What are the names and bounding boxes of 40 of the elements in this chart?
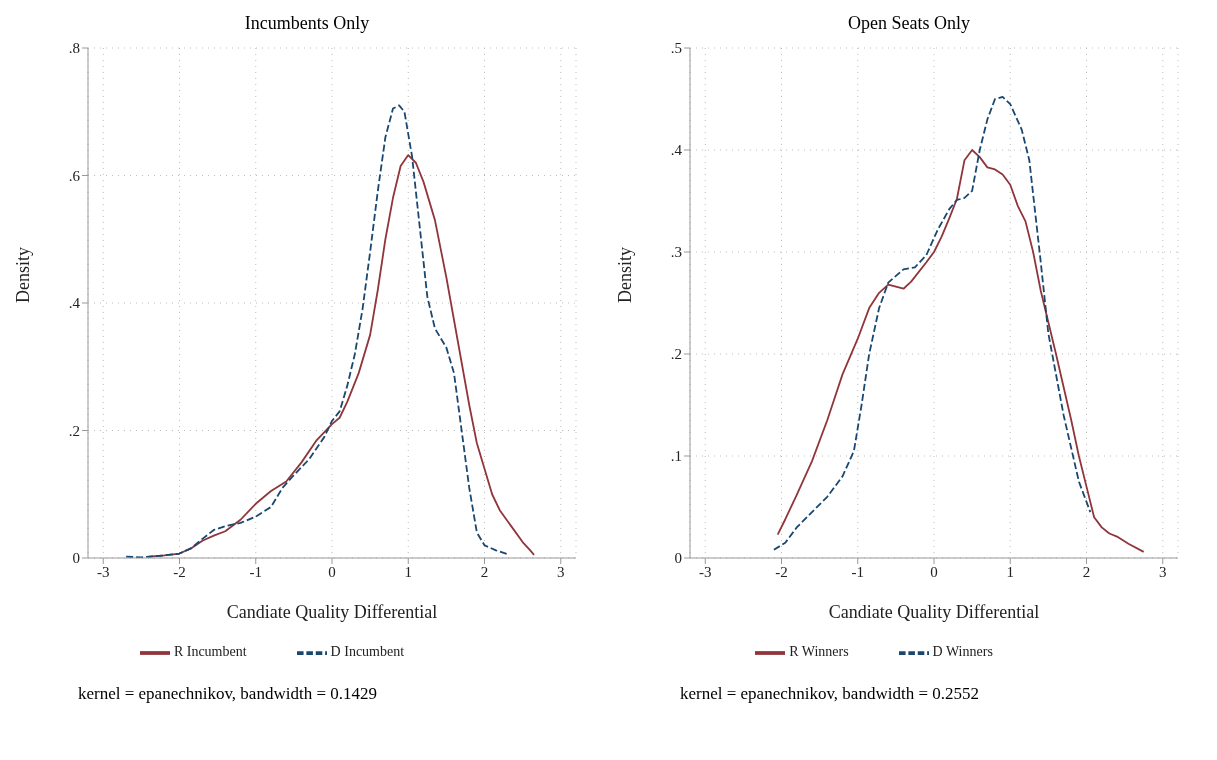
x-tick-label: -2 [173,563,186,580]
chart-title: Incumbents Only [243,12,371,35]
x-tick-label: -3 [97,563,110,580]
y-tick-label: .6 [68,167,81,184]
y-tick-label: .4 [670,142,683,159]
y-tick-label: .4 [68,295,81,312]
x-tick-label: 3 [1159,563,1167,580]
legend-label: D Winners [932,644,993,660]
text: kernel = epanechnikov, bandwidth = 0.2552 [679,684,980,704]
x-tick-label: -3 [699,563,712,580]
y-tick-label: .8 [68,40,80,57]
line-series [776,149,1145,553]
legend-label: R Incumbent [173,644,247,660]
x-tick-label: 2 [480,563,489,580]
y-tick-label: .2 [68,422,80,439]
legend-label: D Incumbent [330,644,405,660]
x-tick-label: 1 [1006,563,1014,580]
y-axis-title: Density [13,247,34,303]
x-tick-label: -1 [851,563,864,580]
line-series [772,96,1092,551]
y-tick-label: 0 [72,550,80,567]
y-tick-label: 0 [674,550,682,567]
text: kernel = epanechnikov, bandwidth = 0.1429 [77,684,378,704]
y-tick-label: .2 [670,346,682,363]
x-tick-label: 3 [557,563,565,580]
x-tick-label: 0 [328,563,336,580]
x-axis-title: Candiate Quality Differential [226,602,438,622]
legend-label: R Winners [789,644,849,660]
y-axis-title: Density [615,247,636,303]
x-tick-label: -1 [249,563,262,580]
x-tick-label: 1 [404,563,412,580]
x-axis-title: Candiate Quality Differential [828,602,1040,622]
line-series [125,104,509,558]
x-tick-label: 2 [1082,563,1091,580]
x-tick-label: -2 [775,563,788,580]
y-tick-label: .1 [670,448,682,465]
chart-title: Open Seats Only [847,12,971,35]
y-tick-label: .5 [670,40,682,57]
y-tick-label: .3 [670,244,682,261]
x-tick-label: 0 [930,563,938,580]
